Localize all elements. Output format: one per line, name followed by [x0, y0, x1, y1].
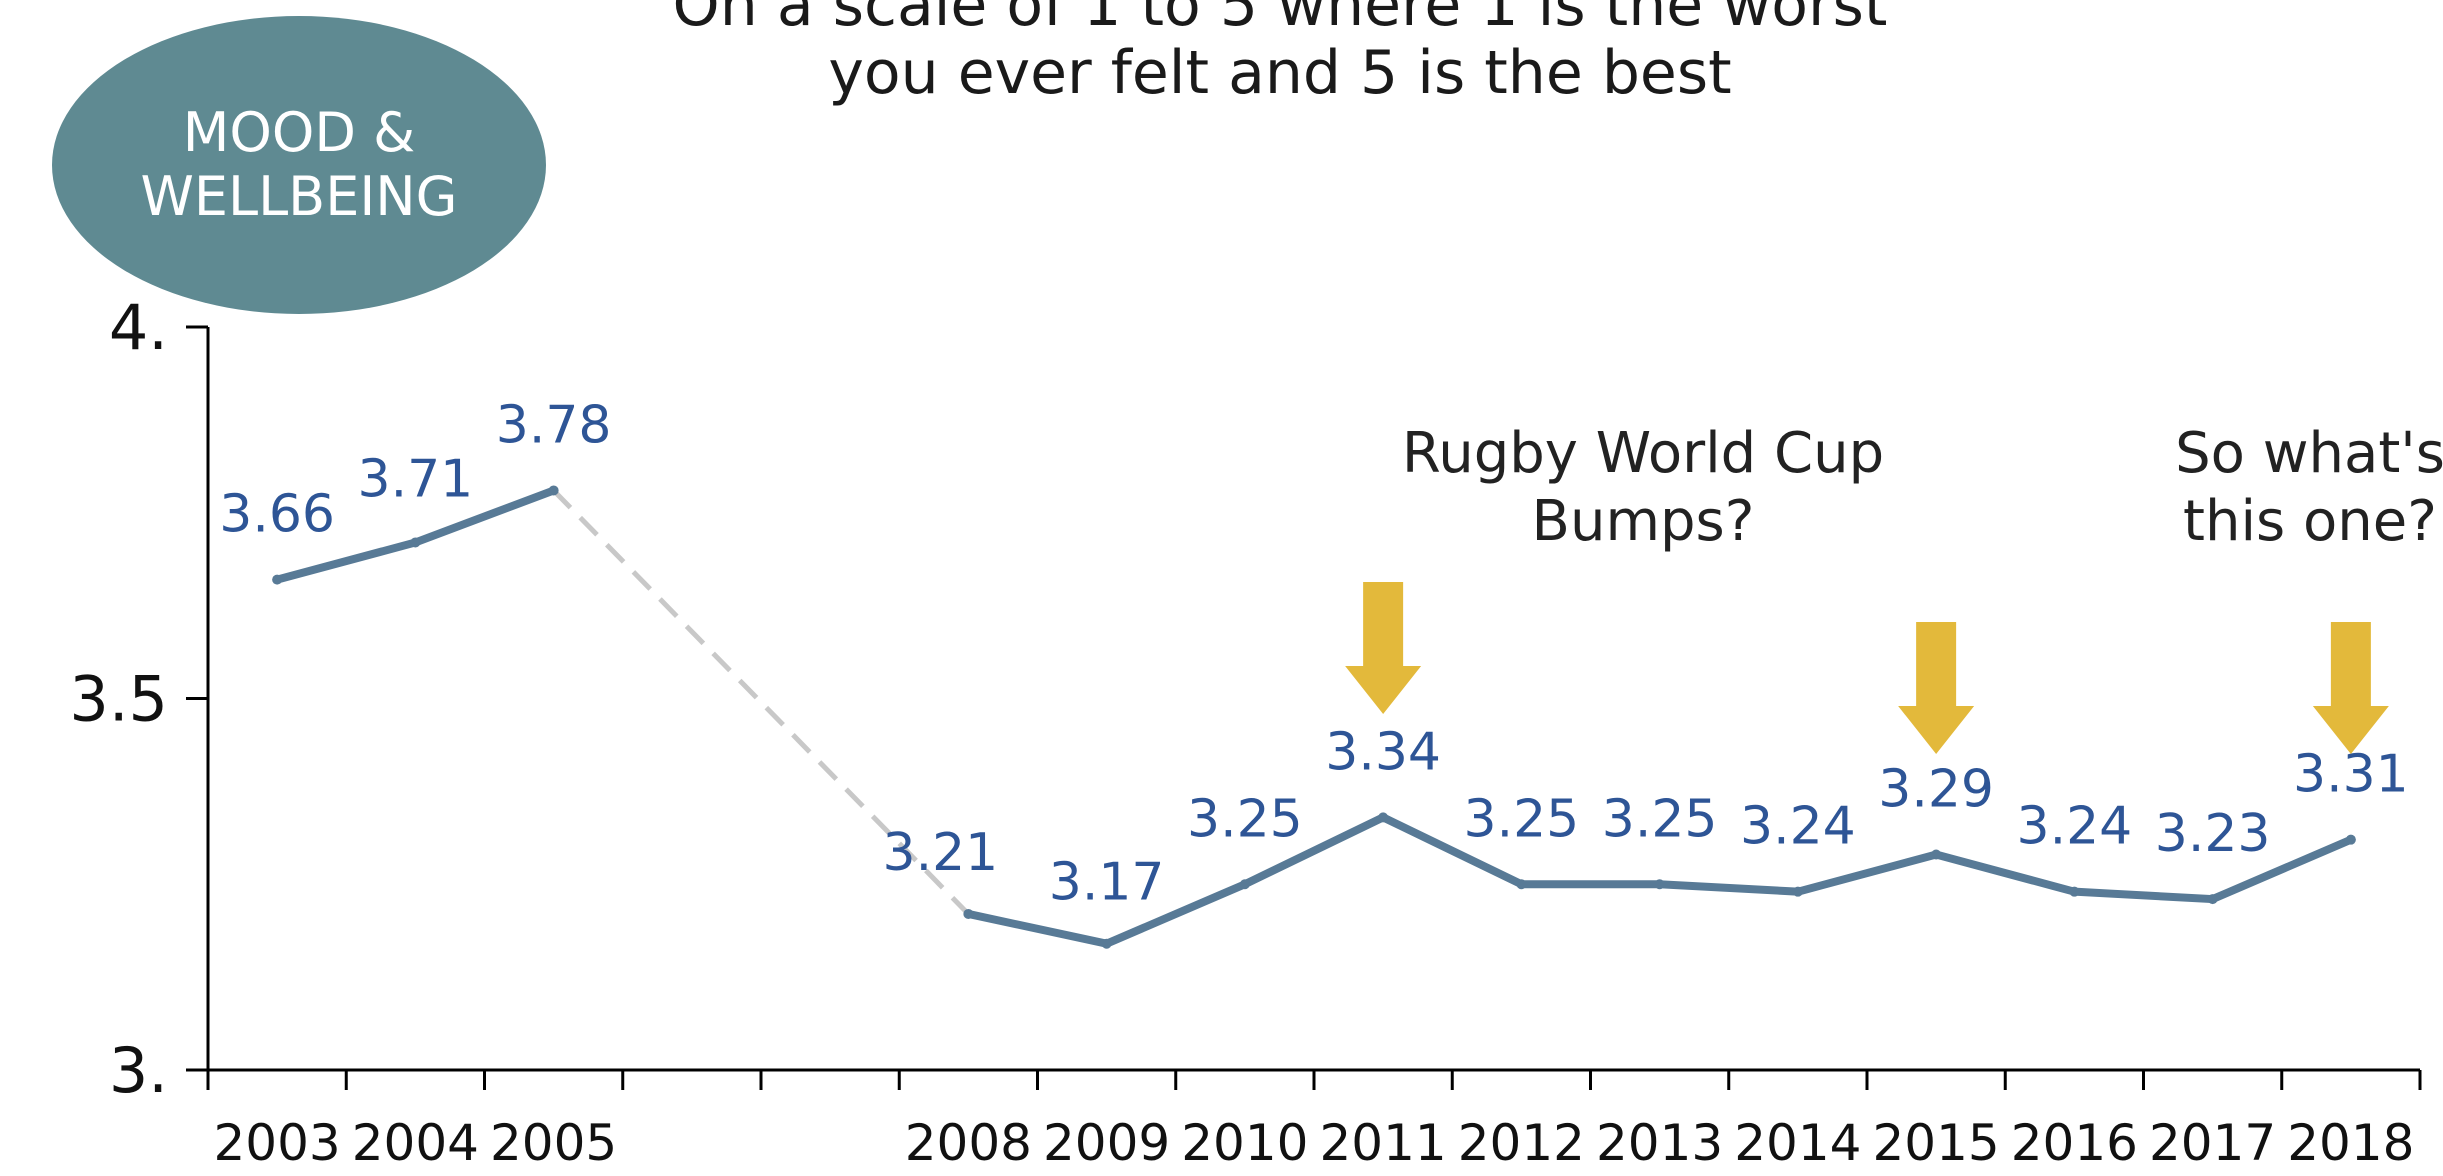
data-point	[272, 574, 283, 585]
data-label: 3.34	[1325, 722, 1441, 782]
mood-wellbeing-badge: MOOD & WELLBEING	[52, 16, 546, 314]
x-tick-label: 2017	[2149, 1114, 2276, 1172]
x-tick-label: 2004	[352, 1114, 479, 1172]
x-tick-label: 2005	[490, 1114, 617, 1172]
data-label: 3.25	[1602, 789, 1718, 849]
y-tick-label: 3.	[109, 1034, 168, 1107]
data-point	[1792, 886, 1803, 897]
x-tick-label: 2012	[1458, 1114, 1585, 1172]
x-tick-label: 2008	[905, 1114, 1032, 1172]
x-tick-label: 2018	[2287, 1114, 2414, 1172]
data-point	[548, 485, 559, 496]
data-label: 3.29	[1878, 760, 1994, 820]
data-point	[2345, 834, 2356, 845]
data-label: 3.31	[2293, 745, 2409, 805]
data-point	[1101, 938, 1112, 949]
question-annotation: So what's this one?	[2175, 421, 2443, 555]
x-tick-label: 2015	[1873, 1114, 2000, 1172]
data-label: 3.66	[219, 485, 335, 545]
down-arrow-marker	[1345, 582, 1422, 714]
chart-title-line-2: you ever felt and 5 is the best	[828, 38, 1732, 108]
data-label: 3.23	[2155, 804, 2271, 864]
data-point	[1378, 812, 1389, 823]
data-label: 3.25	[1187, 789, 1303, 849]
data-point	[963, 908, 974, 919]
x-tick-label: 2014	[1734, 1114, 1861, 1172]
chart-title-line-1: On a scale of 1 to 5 where 1 is the wors…	[672, 0, 1888, 40]
down-arrow-marker	[1898, 622, 1975, 754]
data-label: 3.25	[1463, 789, 1579, 849]
data-label: 3.24	[2016, 797, 2132, 857]
x-tick-label: 2011	[1320, 1114, 1447, 1172]
x-tick-label: 2010	[1181, 1114, 1308, 1172]
data-point	[1654, 879, 1665, 890]
down-arrow-marker	[2312, 622, 2389, 754]
y-tick-label: 3.5	[69, 663, 168, 736]
data-point	[1931, 849, 1942, 860]
rugby-annotation: Rugby World Cup Bumps?	[1401, 421, 1885, 555]
data-point	[1239, 879, 1250, 890]
x-tick-label: 2016	[2011, 1114, 2138, 1172]
data-label: 3.17	[1049, 853, 1165, 913]
badge-label: MOOD & WELLBEING	[140, 101, 458, 228]
data-point	[2207, 894, 2218, 905]
data-label: 3.24	[1740, 797, 1856, 857]
data-label: 3.21	[882, 823, 998, 883]
x-tick-label: 2009	[1043, 1114, 1170, 1172]
data-point	[410, 537, 421, 548]
y-tick-label: 4.	[109, 291, 168, 364]
data-label: 3.71	[357, 449, 473, 509]
x-tick-label: 2003	[214, 1114, 341, 1172]
x-tick-label: 2013	[1596, 1114, 1723, 1172]
gap-dashed-line	[551, 488, 971, 916]
data-label: 3.78	[496, 395, 612, 455]
data-point	[2069, 886, 2080, 897]
data-point	[1516, 879, 1527, 890]
